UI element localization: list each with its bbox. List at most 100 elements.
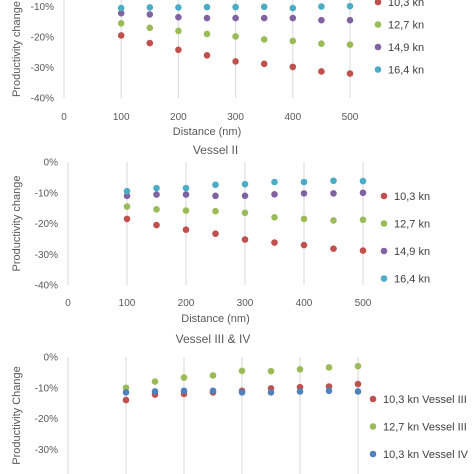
data-point (212, 181, 219, 189)
y-axis-title: Productivity change (11, 176, 23, 272)
y-axis-title: Productivity change (11, 1, 23, 97)
legend-label: 10,3 kn Vessel IV (383, 449, 469, 461)
chart-1: -10% -20% -30% -40% 0 100 200 300 400 500 Distance… (11, 0, 424, 138)
data-point (318, 40, 325, 48)
chart-2: 0% -10% -20% -30% -40% 0 100 200 300 400 500 Distan… (11, 143, 430, 325)
data-point (325, 387, 333, 395)
legend-label: 14,9 kn (388, 42, 424, 54)
data-point (271, 190, 278, 198)
y-tick-label: -30% (35, 250, 58, 261)
x-tick-label: 0 (65, 298, 71, 309)
legend-marker (380, 220, 388, 227)
legend-marker (374, 0, 382, 6)
data-point (271, 239, 278, 246)
data-point (300, 215, 308, 223)
legend-label: 16,4 kn (394, 274, 430, 286)
x-axis-title: Distance (nm) (173, 126, 241, 138)
data-point (289, 14, 297, 22)
data-point (153, 184, 160, 192)
series-1 (117, 32, 354, 77)
data-point (325, 364, 333, 371)
data-point (180, 387, 188, 395)
data-point (212, 192, 219, 200)
data-point (123, 215, 131, 223)
data-point (318, 3, 325, 10)
legend-label: 10,3 kn (388, 0, 424, 9)
x-tick-label: 100 (113, 112, 130, 123)
data-point (209, 387, 217, 395)
data-point (354, 388, 362, 395)
data-point (182, 184, 190, 192)
data-point (232, 14, 239, 22)
data-point (330, 177, 337, 185)
data-point (122, 396, 130, 404)
data-point (330, 217, 337, 224)
data-point (203, 52, 211, 59)
data-point (260, 3, 268, 11)
x-axis-title: Distance (nm) (181, 313, 249, 325)
data-point (289, 37, 297, 45)
data-point (180, 374, 188, 381)
data-point (300, 190, 308, 197)
data-point (241, 209, 249, 217)
y-tick-label: -20% (31, 33, 54, 44)
data-point (151, 378, 159, 385)
series-2 (122, 362, 362, 392)
data-point (232, 3, 239, 11)
data-point (175, 46, 182, 54)
x-tick-label: 400 (284, 112, 301, 123)
data-point (296, 366, 304, 373)
data-point (146, 24, 154, 32)
data-point (182, 226, 190, 233)
data-point (182, 191, 190, 198)
y-tick-label: -40% (35, 281, 58, 292)
data-point (346, 70, 354, 77)
data-point (146, 4, 154, 11)
x-tick-label: 500 (342, 112, 359, 123)
data-point (232, 33, 239, 40)
y-tick-label: 0% (44, 158, 59, 169)
y-tick-label: -20% (35, 219, 58, 230)
series-2 (123, 203, 367, 224)
data-point (271, 214, 278, 221)
data-point (359, 189, 367, 197)
series-4 (123, 177, 367, 195)
data-point (354, 362, 362, 370)
data-point (117, 9, 125, 17)
legend-label: 10,3 kn Vessel III (383, 394, 467, 406)
data-point (354, 380, 362, 388)
y-tick-label: -20% (35, 414, 58, 425)
x-tick-label: 200 (178, 298, 195, 309)
legend-label: 14,9 kn (394, 246, 430, 258)
data-point (123, 192, 131, 200)
data-point (346, 41, 354, 48)
data-point (122, 384, 130, 392)
data-point (260, 14, 268, 22)
data-point (175, 27, 182, 35)
x-tick-label: 0 (61, 112, 67, 123)
data-point (300, 178, 308, 186)
data-point (209, 372, 217, 379)
legend-marker (369, 450, 377, 458)
chart-title: Vessel II (193, 143, 238, 157)
data-point (117, 4, 125, 12)
series-3 (123, 189, 367, 200)
data-point (203, 30, 211, 38)
y-axis-title: Productivity Change (11, 366, 23, 464)
legend-label: 12,7 kn (388, 20, 424, 32)
chart-title: Vessel III & IV (176, 332, 251, 346)
data-point (271, 178, 278, 186)
y-tick-label: -30% (31, 63, 54, 74)
data-point (260, 36, 268, 43)
series-1 (123, 215, 367, 254)
data-point (267, 367, 275, 375)
data-point (122, 389, 130, 396)
legend-marker (380, 192, 388, 200)
series-4 (117, 2, 354, 12)
data-point (346, 16, 354, 24)
data-point (146, 11, 154, 18)
chart-3: 0% -10% -20% -30% Productivity Change Vessel … (11, 332, 469, 474)
data-point (238, 389, 246, 396)
data-point (123, 203, 131, 210)
legend-marker (374, 43, 382, 51)
